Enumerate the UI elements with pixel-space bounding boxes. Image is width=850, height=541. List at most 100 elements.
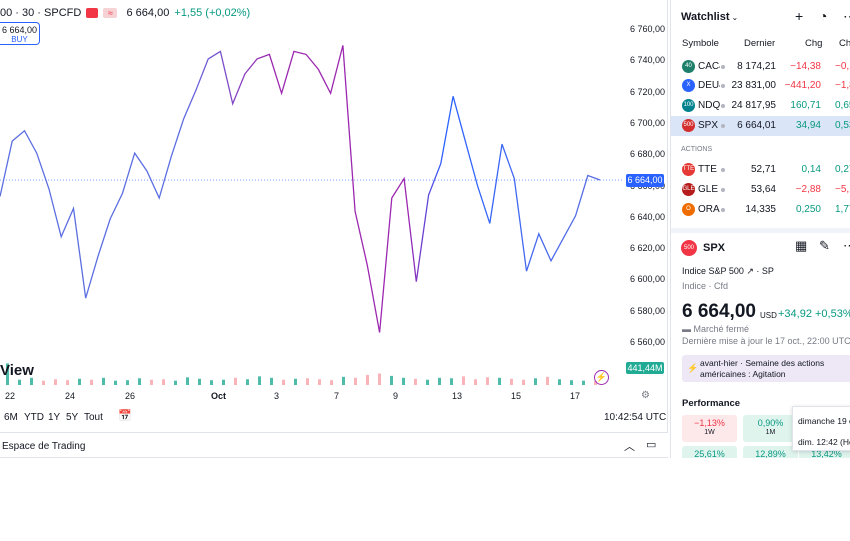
performance-cell[interactable]: 25,61% xyxy=(682,446,737,458)
symbol-logo-icon: O xyxy=(682,203,695,216)
range-bar: 6M YTD 1Y 5Y Tout xyxy=(0,405,668,429)
section-actions[interactable]: ACTIONS xyxy=(681,146,713,153)
lightning-icon[interactable]: ⚡ xyxy=(594,370,609,385)
volume-bar xyxy=(570,380,573,385)
perf-value: −1,13% xyxy=(694,418,725,428)
last-update: Dernière mise à jour le 17 oct., 22:00 U… xyxy=(682,336,850,346)
range-button[interactable]: 5Y xyxy=(66,412,79,423)
status-dot xyxy=(721,65,725,69)
range-button[interactable]: Tout xyxy=(84,412,103,423)
status-dot xyxy=(721,208,725,212)
volume-bar xyxy=(390,375,393,385)
col-chg[interactable]: Chg xyxy=(805,38,823,49)
more-icon[interactable]: ⋯ xyxy=(843,8,850,25)
symbol-line: 00 · 30 · SPCFD xyxy=(0,7,82,19)
detail-name[interactable]: Indice S&P 500 ↗ · SP xyxy=(682,266,774,276)
col-last[interactable]: Dernier xyxy=(744,38,776,49)
chart-header: 00 · 30 · SPCFD ≈ 6 664,00 +1,55 (+0,02%… xyxy=(0,7,250,19)
volume-bar xyxy=(198,378,201,385)
time-tick: 9 xyxy=(393,391,399,401)
time-axis[interactable]: 22 24 26 Oct 3 7 9 13 15 17 xyxy=(0,387,624,405)
row-last: 24 817,95 xyxy=(731,100,777,111)
volume-bar xyxy=(222,379,225,385)
range-button[interactable]: 6M xyxy=(4,412,18,423)
more-icon-2[interactable]: ⋯ xyxy=(843,238,850,254)
trading-panel-bar: Espace de Trading ︿ ▭ xyxy=(0,432,668,458)
volume-bar xyxy=(534,378,537,385)
performance-title[interactable]: Performance xyxy=(682,398,741,409)
calendar-icon[interactable]: 📅 xyxy=(118,410,132,422)
volume-bar xyxy=(78,378,81,385)
volume-bar xyxy=(282,379,285,385)
tradingview-logo[interactable]: View xyxy=(0,362,34,379)
tooltip-line-1: dimanche 19 oct xyxy=(798,416,850,426)
col-symbol[interactable]: Symbole xyxy=(682,38,719,49)
volume-bar xyxy=(426,379,429,385)
detail-symbol[interactable]: SPX xyxy=(703,242,726,254)
header-quote: 6 664,00 xyxy=(126,7,170,19)
news-text: avant-hier · Semaine des actions américa… xyxy=(700,358,825,379)
row-chgp: 1,77% xyxy=(835,204,850,215)
pie-chart-icon[interactable]: ◔ xyxy=(819,8,828,24)
grid-icon[interactable]: ▦ xyxy=(795,238,808,253)
status-dot xyxy=(721,84,725,88)
volume-bar xyxy=(246,379,249,385)
clock[interactable]: 10:42:54 UTC xyxy=(604,412,667,423)
range-button[interactable]: YTD xyxy=(24,412,44,423)
performance-cell[interactable]: 0,90% 1M xyxy=(743,415,798,442)
buy-price: 6 664,00 xyxy=(1,25,38,35)
row-chgp: −1,82% xyxy=(835,80,850,91)
row-symbol: ORA xyxy=(698,204,720,215)
buy-label: BUY xyxy=(11,35,28,44)
price-tick: 6 600,00 xyxy=(630,274,666,285)
settings-icon[interactable]: ⚙ xyxy=(641,390,650,401)
range-button[interactable]: 1Y xyxy=(48,412,61,423)
volume-tag: 441,44M xyxy=(626,362,664,374)
volume-bar xyxy=(378,373,381,385)
price-tick: 6 720,00 xyxy=(630,86,666,97)
volume-bar xyxy=(402,377,405,385)
collapse-icon[interactable]: ︿ xyxy=(624,441,635,453)
watchlist-row[interactable]: XDEU40 23 831,00 −441,20 −1,82% xyxy=(671,76,850,96)
perf-value: 0,90% xyxy=(757,418,784,428)
price-tick: 6 640,00 xyxy=(630,211,666,222)
volume-bar xyxy=(30,377,33,385)
news-bolt-icon: ⚡ xyxy=(687,363,699,373)
row-last: 14,335 xyxy=(745,204,776,215)
price-tick: 6 680,00 xyxy=(630,149,666,160)
news-item[interactable]: ⚡ avant-hier · Semaine des actions améri… xyxy=(682,355,850,382)
col-chgp[interactable]: Chg% xyxy=(839,38,850,49)
volume-bar xyxy=(318,379,321,385)
status-dot xyxy=(721,168,725,172)
panel-divider[interactable] xyxy=(671,228,850,233)
volume-bar xyxy=(522,379,525,385)
price-chart[interactable] xyxy=(0,0,624,387)
edit-icon[interactable]: ✎ xyxy=(819,238,830,253)
price-tick: 6 700,00 xyxy=(630,117,666,128)
price-axis[interactable]: 6 760,00 6 740,00 6 720,00 6 700,00 6 680,00… xyxy=(624,0,668,405)
volume-bar xyxy=(150,379,153,385)
performance-cell[interactable]: 12,89% xyxy=(743,446,798,458)
trading-panel-label[interactable]: Espace de Trading xyxy=(2,441,86,452)
price-tick: 6 760,00 xyxy=(630,24,666,34)
buy-button[interactable]: 6 664,00 BUY xyxy=(0,22,40,45)
add-symbol-icon[interactable]: + xyxy=(795,8,804,24)
symbol-logo-icon: X xyxy=(682,79,695,92)
watchlist-title[interactable]: Watchlist ⌄ xyxy=(681,11,739,23)
chart-pane[interactable]: 00 · 30 · SPCFD ≈ 6 664,00 +1,55 (+0,02%… xyxy=(0,0,668,432)
symbol-logo-icon: GLE xyxy=(682,183,695,196)
performance-cell[interactable]: −1,13% 1W xyxy=(682,415,737,442)
time-tick: 7 xyxy=(334,391,340,401)
volume-bar xyxy=(306,378,309,385)
watchlist-row[interactable]: 40CAC40 8 174,21 −14,38 −0,18% xyxy=(671,57,850,77)
row-symbol: DEU40 xyxy=(698,80,720,91)
row-chg: −14,38 xyxy=(790,61,821,72)
maximize-icon[interactable]: ▭ xyxy=(646,439,657,451)
right-panel: Watchlist⌄ + ◔ ⋯ Symbole Dernier Chg Chg… xyxy=(670,0,850,458)
